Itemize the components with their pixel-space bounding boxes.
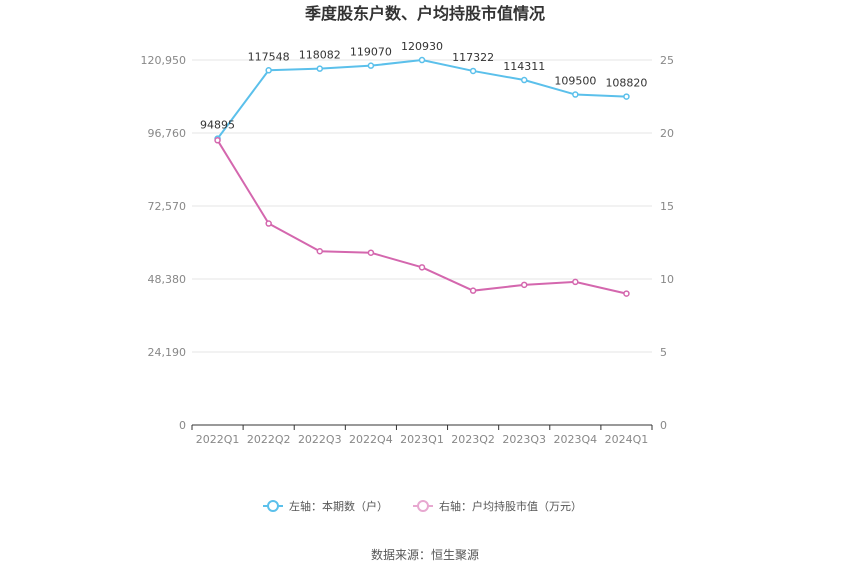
x-tick-label: 2022Q2 bbox=[247, 433, 291, 446]
data-label: 117322 bbox=[452, 51, 494, 64]
left-tick-label: 96,760 bbox=[148, 127, 187, 140]
series-line-0 bbox=[216, 59, 627, 140]
left-tick-label: 24,190 bbox=[148, 346, 187, 359]
x-axis: 2022Q1 2022Q2 2022Q3 2022Q4 2023Q1 2023Q2 2023… bbox=[191, 425, 653, 446]
source-note: 数据来源：恒生聚源 bbox=[371, 547, 479, 562]
data-point bbox=[572, 278, 579, 286]
left-tick-label: 0 bbox=[179, 419, 186, 432]
data-label: 120930 bbox=[401, 40, 443, 53]
x-tick-label: 2022Q1 bbox=[196, 433, 240, 446]
data-label: 94895 bbox=[200, 119, 235, 132]
data-label: 118082 bbox=[299, 49, 341, 62]
data-point bbox=[367, 62, 375, 69]
data-point bbox=[469, 67, 477, 75]
data-label: 114311 bbox=[503, 60, 545, 73]
data-point bbox=[265, 67, 272, 74]
data-label: 117548 bbox=[248, 50, 290, 63]
left-tick-label: 48,380 bbox=[148, 273, 187, 286]
series-line-1 bbox=[216, 139, 627, 295]
x-tick-label: 2022Q4 bbox=[349, 433, 393, 446]
legend[interactable]: 左轴：本期数（户） 右轴：户均持股市值（万元） bbox=[263, 499, 582, 513]
data-point bbox=[520, 76, 528, 84]
left-tick-label: 120,950 bbox=[141, 54, 187, 67]
data-point bbox=[265, 220, 272, 227]
left-axis: 0 24,190 48,380 72,570 96,760 120,950 bbox=[141, 54, 187, 432]
right-tick-label: 5 bbox=[660, 346, 667, 359]
x-tick-label: 2023Q1 bbox=[400, 433, 444, 446]
right-tick-label: 25 bbox=[660, 54, 674, 67]
data-point bbox=[520, 281, 528, 289]
legend-marker-0 bbox=[267, 500, 279, 512]
x-tick-label: 2023Q2 bbox=[451, 433, 495, 446]
data-label: 108820 bbox=[605, 77, 647, 90]
right-tick-label: 20 bbox=[660, 127, 674, 140]
right-tick-label: 10 bbox=[660, 273, 674, 286]
chart-title: 季度股东户数、户均持股市值情况 bbox=[304, 4, 545, 23]
data-point bbox=[623, 93, 630, 100]
data-point bbox=[469, 287, 477, 294]
data-label: 109500 bbox=[554, 75, 596, 88]
right-axis: 0 5 10 15 20 25 bbox=[660, 54, 674, 432]
data-point bbox=[367, 249, 375, 256]
data-point bbox=[316, 65, 324, 72]
data-point bbox=[623, 290, 630, 297]
legend-label-0: 左轴：本期数（户） bbox=[289, 499, 388, 513]
legend-marker-1 bbox=[417, 500, 429, 512]
data-label: 119070 bbox=[350, 46, 392, 59]
right-tick-label: 15 bbox=[660, 200, 674, 213]
x-tick-label: 2022Q3 bbox=[298, 433, 342, 446]
x-tick-label: 2023Q3 bbox=[502, 433, 546, 446]
data-point bbox=[418, 56, 426, 64]
data-point bbox=[214, 137, 221, 144]
legend-label-1: 右轴：户均持股市值（万元） bbox=[439, 499, 582, 513]
series-layer: 94895 117548 118082 119070 120930 117322 11431… bbox=[200, 40, 647, 297]
x-tick-label: 2023Q4 bbox=[554, 433, 598, 446]
x-tick-label: 2024Q1 bbox=[605, 433, 649, 446]
right-tick-label: 0 bbox=[660, 419, 667, 432]
data-point bbox=[316, 248, 324, 255]
data-point bbox=[418, 264, 426, 271]
gridlines bbox=[192, 59, 652, 426]
left-tick-label: 72,570 bbox=[148, 200, 187, 213]
data-point bbox=[572, 91, 579, 98]
